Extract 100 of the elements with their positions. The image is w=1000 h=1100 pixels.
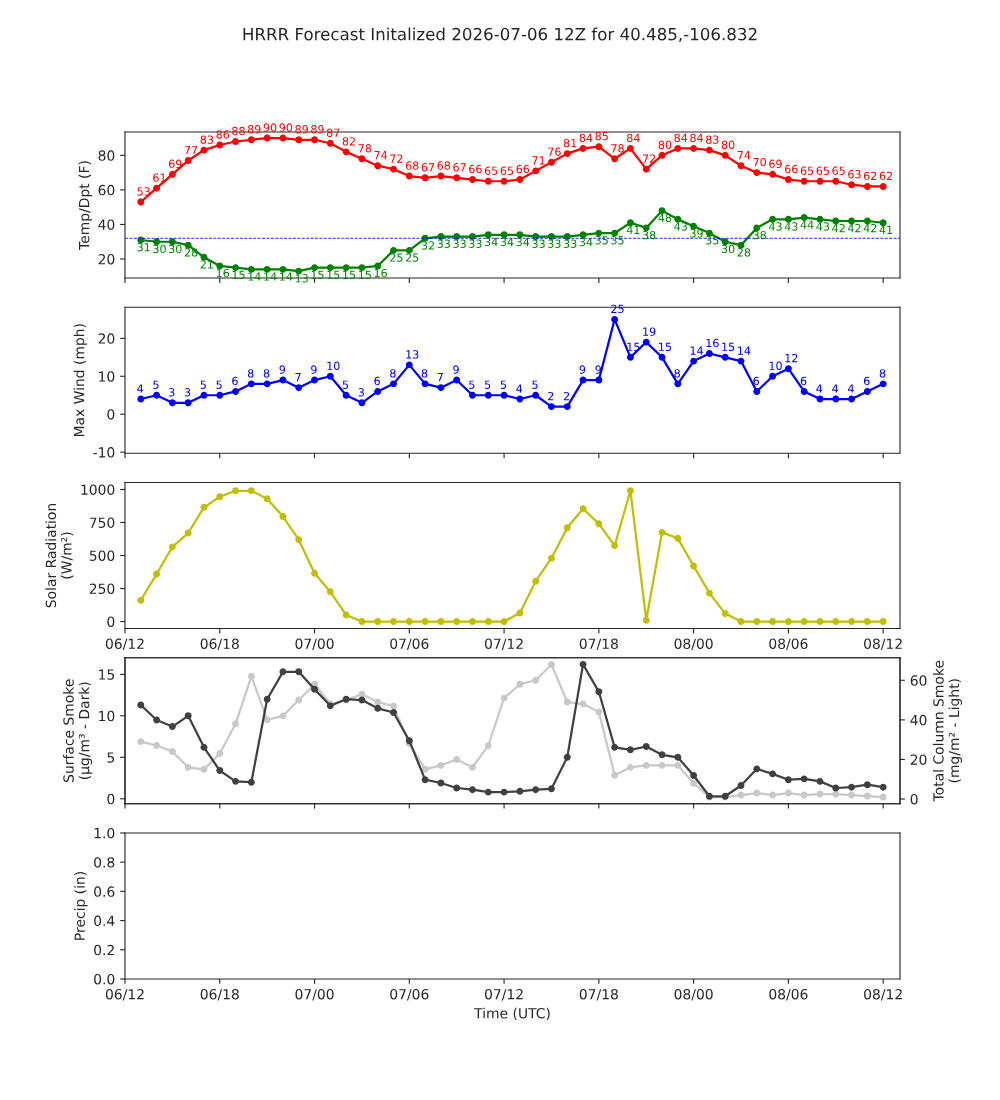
y-tick-label: 0.4 (94, 915, 115, 927)
point (168, 748, 176, 755)
data-label: 30 (153, 244, 166, 254)
y-tick-label: 1.0 (94, 827, 115, 839)
point (563, 150, 571, 158)
data-label: 5 (153, 380, 159, 389)
point (595, 376, 603, 384)
data-label: 86 (216, 130, 230, 139)
data-label: 39 (690, 229, 703, 238)
point (247, 778, 255, 786)
point (295, 536, 303, 544)
point (863, 618, 871, 625)
point (390, 702, 397, 710)
point (437, 618, 445, 625)
data-label: 89 (247, 125, 261, 134)
point (469, 763, 476, 771)
data-label: 16 (706, 338, 719, 348)
y-tick-label: 0 (107, 793, 115, 805)
x-tick-label: 07/18 (579, 988, 618, 1001)
point (374, 704, 382, 712)
chart-title: HRRR Forecast Initalized 2026-07-06 12Z for 40.485,-106.832 (243, 27, 757, 43)
point (800, 791, 808, 799)
data-label: 2 (548, 391, 554, 401)
point (690, 779, 698, 787)
point (374, 698, 382, 706)
point (563, 524, 571, 532)
x-tick-label: 08/00 (674, 638, 713, 651)
data-label: 14 (738, 346, 751, 355)
point (611, 542, 619, 550)
point (737, 618, 745, 625)
x-tick-label: 07/12 (484, 988, 523, 1001)
x-tick-label: 06/18 (200, 638, 239, 651)
y-tick-label: 0 (107, 616, 115, 627)
y-tick-label: 20 (98, 333, 115, 344)
point (184, 763, 192, 771)
y-axis-title: Surface Smoke (µg/m³ - Dark) (63, 679, 93, 782)
point (690, 144, 698, 152)
x-tick-label: 06/18 (200, 988, 239, 1001)
data-label: 35 (595, 236, 608, 245)
point (137, 701, 145, 709)
point (642, 616, 650, 624)
data-label: 33 (437, 239, 450, 248)
data-label: 16 (216, 268, 230, 278)
point (405, 361, 413, 369)
point (879, 182, 887, 190)
point (848, 618, 856, 625)
point (579, 144, 587, 152)
point (200, 503, 208, 511)
data-label: 5 (216, 380, 222, 389)
data-label: 30 (721, 244, 735, 254)
data-label: 13 (295, 274, 308, 283)
data-label: 6 (800, 376, 807, 386)
point (232, 138, 240, 145)
data-label: 72 (390, 154, 403, 163)
point (721, 610, 729, 618)
point (184, 712, 192, 720)
point (626, 763, 634, 771)
y2-tick-label: 20 (910, 754, 927, 765)
point (753, 789, 761, 797)
point (421, 174, 429, 182)
point (232, 777, 240, 785)
point (595, 143, 603, 151)
data-label: 3 (184, 388, 191, 397)
point (848, 181, 856, 189)
point (437, 384, 445, 392)
point (263, 695, 271, 703)
point (453, 174, 461, 182)
x-tick-label: 08/06 (769, 638, 808, 651)
data-label: 33 (532, 239, 545, 248)
data-label: 28 (737, 248, 751, 257)
y-tick-label: 0.2 (94, 944, 114, 956)
point (247, 136, 255, 144)
point (832, 395, 840, 403)
data-label: 67 (421, 163, 435, 172)
data-label: 8 (421, 369, 428, 378)
y2-tick-label: 60 (910, 675, 927, 686)
point (390, 618, 397, 625)
data-label: 43 (768, 222, 782, 231)
data-label: 66 (469, 164, 482, 174)
point (263, 380, 271, 388)
y2-tick-label: 40 (910, 714, 927, 726)
point (453, 755, 461, 763)
point (753, 618, 761, 625)
point (200, 765, 208, 773)
point (484, 391, 492, 399)
data-label: 42 (832, 223, 845, 233)
point (247, 380, 255, 388)
data-label: 8 (390, 369, 396, 378)
point (453, 784, 461, 792)
point (469, 618, 476, 625)
data-label: 41 (626, 225, 640, 234)
point (737, 782, 745, 789)
point (800, 775, 808, 783)
data-label: 89 (295, 125, 308, 134)
point (516, 176, 524, 183)
y-axis-title: Precip (in) (74, 872, 88, 940)
data-label: 15 (358, 270, 371, 280)
x-tick-label: 08/12 (864, 988, 902, 1001)
point (295, 136, 303, 144)
data-label: 80 (658, 140, 672, 150)
